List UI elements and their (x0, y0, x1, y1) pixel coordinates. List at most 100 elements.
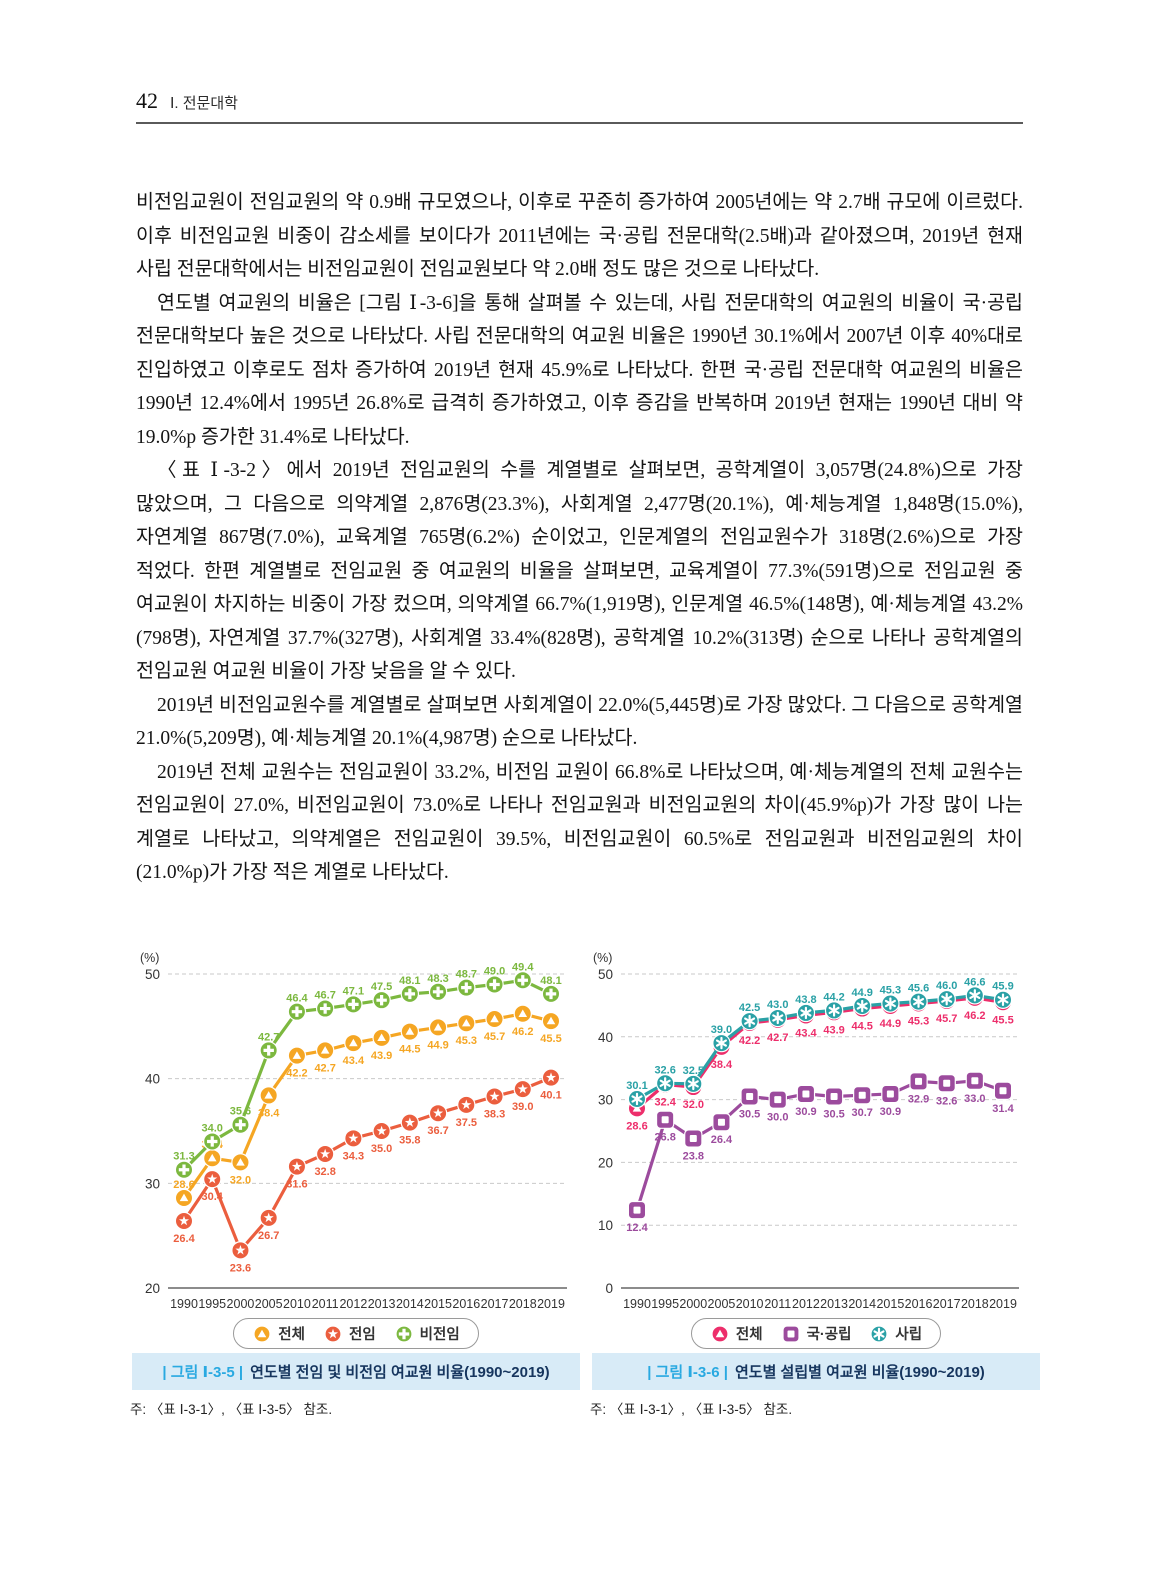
svg-text:45.3: 45.3 (908, 1016, 929, 1028)
figure-note: 주: 〈표 Ⅰ-3-1〉, 〈표 Ⅰ-3-5〉 참조. (590, 1402, 793, 1417)
svg-text:45.3: 45.3 (880, 985, 901, 997)
legend-label: 비전임 (419, 1327, 460, 1343)
svg-text:2014: 2014 (396, 1297, 424, 1311)
svg-text:20: 20 (598, 1155, 613, 1170)
svg-text:46.0: 46.0 (936, 980, 957, 992)
legend-item: 전임 (323, 1323, 376, 1344)
svg-text:49.4: 49.4 (512, 961, 534, 973)
figure-caption-title: 연도별 설립별 여교원 비율(1990~2019) (734, 1364, 985, 1381)
svg-text:45.6: 45.6 (908, 983, 929, 995)
svg-text:35.0: 35.0 (371, 1143, 392, 1155)
svg-text:2005: 2005 (708, 1297, 736, 1311)
svg-text:2012: 2012 (792, 1297, 820, 1311)
svg-text:44.2: 44.2 (823, 991, 844, 1003)
svg-text:46.6: 46.6 (964, 976, 985, 988)
svg-text:(%): (%) (593, 951, 612, 965)
square-marker-icon (781, 1324, 800, 1343)
page-header: 42 Ⅰ. 전문대학 (136, 88, 1023, 114)
svg-text:2011: 2011 (764, 1297, 791, 1311)
svg-text:32.8: 32.8 (314, 1166, 335, 1178)
svg-text:44.9: 44.9 (880, 1018, 901, 1030)
svg-text:2019: 2019 (537, 1297, 565, 1311)
svg-text:1995: 1995 (651, 1297, 679, 1311)
body-paragraph: 연도별 여교원의 비율은 [그림 Ⅰ-3-6]을 통해 살펴볼 수 있는데, 사… (136, 292, 1023, 448)
svg-text:44.9: 44.9 (427, 1039, 448, 1051)
svg-text:33.0: 33.0 (964, 1093, 985, 1105)
svg-text:2016: 2016 (905, 1297, 933, 1311)
svg-text:28.6: 28.6 (626, 1120, 647, 1132)
svg-text:42.7: 42.7 (258, 1031, 279, 1043)
figure-caption-tag: | 그림 Ⅰ-3-5 | (162, 1364, 244, 1381)
svg-text:46.4: 46.4 (286, 993, 308, 1005)
svg-text:44.5: 44.5 (399, 1044, 420, 1056)
svg-text:35.6: 35.6 (230, 1106, 251, 1118)
svg-text:45.5: 45.5 (992, 1014, 1013, 1026)
svg-text:23.6: 23.6 (230, 1262, 251, 1274)
svg-text:46.7: 46.7 (314, 990, 335, 1002)
svg-text:2005: 2005 (255, 1297, 283, 1311)
svg-text:2000: 2000 (679, 1297, 707, 1311)
svg-text:42.5: 42.5 (739, 1002, 760, 1014)
star-marker-icon (324, 1324, 342, 1343)
svg-text:2010: 2010 (736, 1297, 764, 1311)
svg-text:2011: 2011 (312, 1297, 339, 1311)
page-number: 42 (136, 88, 158, 113)
svg-text:30.7: 30.7 (852, 1107, 873, 1119)
svg-text:43.9: 43.9 (823, 1024, 844, 1036)
svg-text:43.0: 43.0 (767, 999, 788, 1011)
svg-text:32.4: 32.4 (654, 1097, 676, 1109)
svg-text:31.4: 31.4 (992, 1103, 1014, 1115)
svg-text:50: 50 (598, 967, 613, 982)
legend-label: 사립 (895, 1327, 923, 1343)
figure-1-3-5: (%) 20 30 40 50 1990 1995 2000 2005 2010 2011 2012 2… (130, 946, 582, 1417)
body-paragraph: 2019년 비전임교원수를 계열별로 살펴보면 사회계열이 22.0%(5,44… (136, 694, 1023, 750)
chart-legend: 전체 국·공립 사립 (590, 1318, 1042, 1349)
legend-label: 전체 (278, 1327, 305, 1343)
svg-text:10: 10 (598, 1218, 613, 1233)
header-divider (136, 122, 1023, 124)
figure-1-3-6: (%) 0 10 20 30 40 50 1990 1995 2000 2005 2010 2011 20… (590, 946, 1042, 1417)
svg-text:44.5: 44.5 (852, 1021, 873, 1033)
svg-text:2016: 2016 (452, 1297, 480, 1311)
figure-caption-title: 연도별 전임 및 비전임 여교원 비율(1990~2019) (250, 1364, 550, 1381)
svg-text:35.8: 35.8 (399, 1135, 420, 1147)
body-paragraph: 〈표 Ⅰ-3-2〉에서 2019년 전임교원의 수를 계열별로 살펴보면, 공학… (136, 460, 1023, 682)
plus-marker-icon (395, 1324, 413, 1343)
svg-text:34.0: 34.0 (202, 1122, 223, 1134)
legend-label: 국·공립 (806, 1327, 852, 1343)
svg-text:34.3: 34.3 (343, 1150, 364, 1162)
svg-text:39.0: 39.0 (512, 1101, 533, 1113)
svg-text:47.5: 47.5 (371, 981, 392, 993)
svg-text:48.1: 48.1 (399, 975, 420, 987)
svg-text:30.5: 30.5 (739, 1108, 760, 1120)
svg-text:47.1: 47.1 (343, 985, 364, 997)
svg-text:26.8: 26.8 (654, 1132, 675, 1144)
asterisk-marker-icon (870, 1324, 889, 1343)
figure-note: 주: 〈표 Ⅰ-3-1〉, 〈표 Ⅰ-3-5〉 참조. (130, 1402, 333, 1417)
svg-text:38.4: 38.4 (258, 1107, 280, 1119)
svg-text:30.4: 30.4 (202, 1191, 224, 1203)
svg-text:38.3: 38.3 (484, 1108, 505, 1120)
triangle-marker-icon (711, 1324, 729, 1343)
svg-text:30: 30 (598, 1093, 613, 1108)
svg-text:30.9: 30.9 (795, 1106, 816, 1118)
chart-legend: 전체 전임 비전임 (130, 1318, 582, 1349)
svg-text:48.7: 48.7 (456, 969, 477, 981)
svg-text:30.5: 30.5 (823, 1108, 844, 1120)
svg-text:40: 40 (145, 1072, 160, 1087)
svg-text:43.8: 43.8 (795, 994, 816, 1006)
svg-text:48.3: 48.3 (427, 973, 448, 985)
svg-text:2010: 2010 (283, 1297, 311, 1311)
svg-text:2018: 2018 (509, 1297, 537, 1311)
svg-text:46.2: 46.2 (512, 1026, 533, 1038)
svg-text:0: 0 (605, 1281, 613, 1296)
svg-text:42.7: 42.7 (767, 1032, 788, 1044)
svg-text:39.0: 39.0 (711, 1024, 732, 1036)
svg-text:49.0: 49.0 (484, 965, 505, 977)
svg-text:30.1: 30.1 (626, 1080, 647, 1092)
svg-text:36.7: 36.7 (427, 1125, 448, 1137)
svg-text:43.4: 43.4 (343, 1055, 365, 1067)
svg-text:42.2: 42.2 (739, 1035, 760, 1047)
svg-text:26.7: 26.7 (258, 1230, 279, 1242)
